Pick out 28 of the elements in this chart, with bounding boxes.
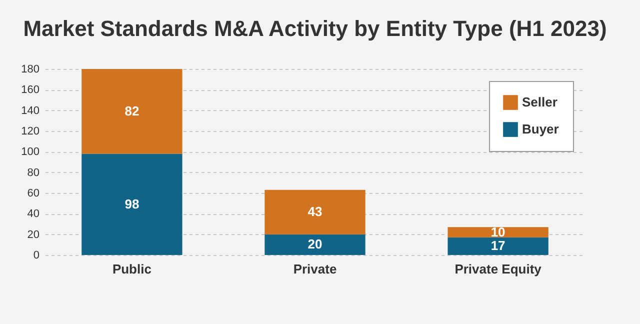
- legend-label: Seller: [522, 94, 558, 110]
- bar: [448, 237, 548, 255]
- y-tick-label: 80: [27, 166, 40, 179]
- y-tick-label: 0: [33, 250, 40, 262]
- y-tick-label: 40: [27, 208, 40, 220]
- data-label: 98: [124, 196, 140, 212]
- x-tick-label: Private Equity: [454, 262, 542, 276]
- bar: [82, 69, 182, 154]
- data-label: 20: [308, 236, 322, 252]
- data-label: 82: [124, 103, 140, 118]
- y-tick-label: 140: [21, 104, 40, 117]
- y-tick-label: 160: [21, 84, 40, 96]
- data-label: 17: [490, 238, 506, 254]
- legend-label: Buyer: [522, 122, 559, 136]
- bar: [264, 190, 366, 234]
- y-tick-label: 20: [27, 228, 40, 241]
- x-tick-label: Public: [112, 262, 152, 276]
- bar: [82, 154, 182, 255]
- data-label: 10: [490, 224, 506, 240]
- data-label: 43: [308, 204, 322, 220]
- y-tick-label: 120: [21, 126, 40, 138]
- bar: [264, 234, 366, 255]
- y-tick-label: 100: [21, 146, 40, 158]
- y-tick-label: 180: [21, 64, 40, 76]
- x-tick-label: Private: [293, 262, 337, 276]
- chart-title: Market Standards M&A Activity by Entity Type (H1 2023): [23, 16, 607, 41]
- bar: [448, 227, 548, 238]
- y-tick-label: 60: [27, 188, 40, 200]
